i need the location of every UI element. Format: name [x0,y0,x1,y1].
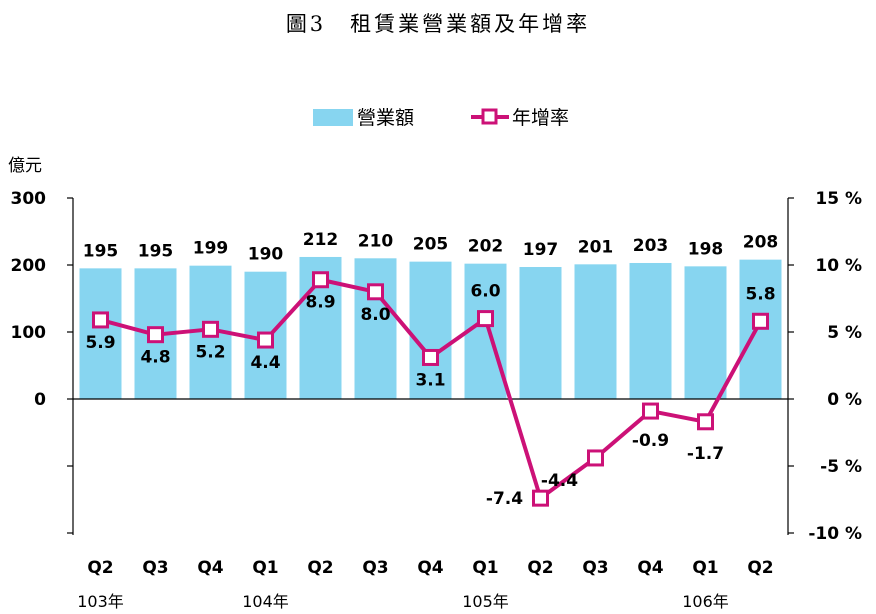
growth-rate-label: -0.9 [632,431,669,451]
growth-rate-marker [697,413,714,431]
x-axis-tick-label: Q2 [527,558,553,578]
bar-value-label: 195 [138,241,174,261]
x-axis-tick-label: Q3 [142,558,168,578]
growth-rate-label: 8.0 [360,305,390,325]
bar-value-label: 190 [248,245,284,265]
growth-rate-marker [642,402,659,420]
x-axis-year-label: 106年 [682,592,729,611]
growth-rate-label: 6.0 [470,282,500,302]
left-axis-tick-label: 200 [11,256,47,276]
bar [79,268,122,399]
left-axis-tick-label: 100 [11,323,47,343]
bar-value-label: 210 [358,231,394,251]
growth-rate-marker [312,271,329,289]
bar-value-label: 195 [83,241,119,261]
bar [629,262,672,399]
growth-rate-label: -1.7 [687,444,724,464]
x-axis-year-label: 105年 [462,592,509,611]
bar-value-label: 203 [633,236,669,256]
growth-rate-marker [147,326,164,344]
bar-value-label: 202 [468,237,504,257]
x-axis-tick-label: Q1 [692,558,718,578]
bar-value-label: 198 [688,239,724,259]
bar-value-label: 212 [303,230,339,250]
x-axis-year-label: 104年 [242,592,289,611]
bar-value-label: 208 [743,233,779,253]
x-axis-tick-label: Q3 [582,558,608,578]
left-axis-tick-label: 0 [34,390,46,410]
growth-rate-marker [257,331,274,349]
left-axis-tick-label: 300 [11,189,47,209]
x-axis-tick-label: Q2 [747,558,773,578]
right-axis-tick-label: -10 % [808,524,862,544]
left-axis-unit: 億元 [8,156,42,176]
right-axis-tick-label: -5 % [820,457,862,477]
growth-rate-marker [587,449,604,467]
growth-rate-label: 3.1 [415,370,445,390]
bar-value-label: 205 [413,235,449,255]
legend-bar-swatch [313,109,353,126]
bar [684,266,727,399]
growth-rate-label: -4.4 [541,471,578,491]
right-axis-tick-label: 10 % [815,256,862,276]
legend-bar-label: 營業額 [357,107,414,129]
growth-rate-marker [752,312,769,330]
x-axis-tick-label: Q2 [87,558,113,578]
bar [354,258,397,399]
right-axis-tick-label: 5 % [827,323,862,343]
growth-rate-label: 5.9 [85,333,115,353]
x-axis-tick-label: Q3 [362,558,388,578]
bar-value-label: 201 [578,237,614,257]
growth-rate-marker [92,311,109,329]
growth-rate-marker [202,320,219,338]
bar [519,267,562,399]
growth-rate-label: 4.8 [140,348,170,368]
x-axis-tick-label: Q4 [197,558,223,578]
bar-value-label: 197 [523,240,559,260]
growth-rate-marker [477,310,494,328]
growth-rate-marker [422,348,439,366]
growth-rate-marker [532,489,549,507]
chart-title: 圖3 租賃業營業額及年增率 [285,12,591,36]
legend-line-marker [481,108,498,125]
growth-rate-marker [367,283,384,301]
bar [409,261,452,399]
bar [574,264,617,399]
right-axis-tick-label: 15 % [815,189,862,209]
x-axis-tick-label: Q4 [417,558,443,578]
x-axis-tick-label: Q2 [307,558,333,578]
growth-rate-label: 5.2 [195,342,225,362]
bar [464,263,507,399]
right-axis-tick-label: 0 % [827,390,862,410]
growth-rate-label: -7.4 [486,489,523,509]
growth-rate-label: 8.9 [305,293,335,313]
x-axis-tick-label: Q1 [252,558,278,578]
growth-rate-label: 5.8 [745,284,775,304]
x-axis-tick-label: Q4 [637,558,663,578]
bar-value-label: 199 [193,239,229,259]
x-axis-tick-label: Q1 [472,558,498,578]
growth-rate-label: 4.4 [250,353,280,373]
legend-line-label: 年增率 [512,107,569,129]
x-axis-year-label: 103年 [77,592,124,611]
